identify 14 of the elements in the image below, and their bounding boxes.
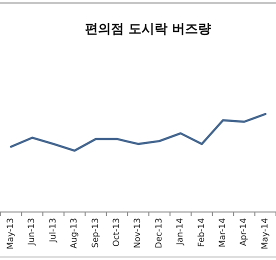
chart-title: 편의점 도시락 버즈량 — [84, 22, 212, 37]
x-tick-label: Oct-13 — [112, 218, 122, 247]
x-tick-label: Dec-13 — [154, 218, 164, 248]
x-tick-label: Jan-14 — [176, 218, 186, 246]
x-tick-label: Nov-13 — [133, 218, 144, 248]
x-tick-label: Feb-14 — [196, 218, 207, 247]
x-tick-label: Aug-13 — [70, 218, 80, 248]
x-tick-label: May-14 — [260, 218, 270, 250]
x-tick-label: Apr-14 — [239, 218, 250, 246]
x-tick-label: Jul-13 — [48, 218, 58, 244]
x-tick-label: May-13 — [6, 218, 16, 250]
x-tick-label: Mar-14 — [218, 218, 228, 248]
x-tick-label: Jun-13 — [27, 218, 38, 246]
x-tick-label: Sep-13 — [90, 218, 101, 248]
